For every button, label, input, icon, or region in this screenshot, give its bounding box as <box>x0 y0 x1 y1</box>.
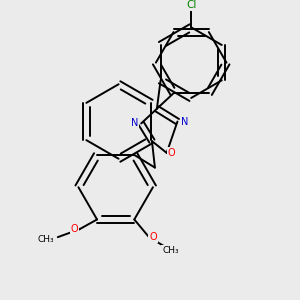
Text: N: N <box>130 118 138 128</box>
Text: Cl: Cl <box>186 0 196 10</box>
Text: CH₃: CH₃ <box>38 235 54 244</box>
Text: O: O <box>168 148 176 158</box>
Text: N: N <box>181 116 188 127</box>
Text: O: O <box>149 232 157 242</box>
Text: CH₃: CH₃ <box>162 246 179 255</box>
Text: O: O <box>71 224 78 234</box>
